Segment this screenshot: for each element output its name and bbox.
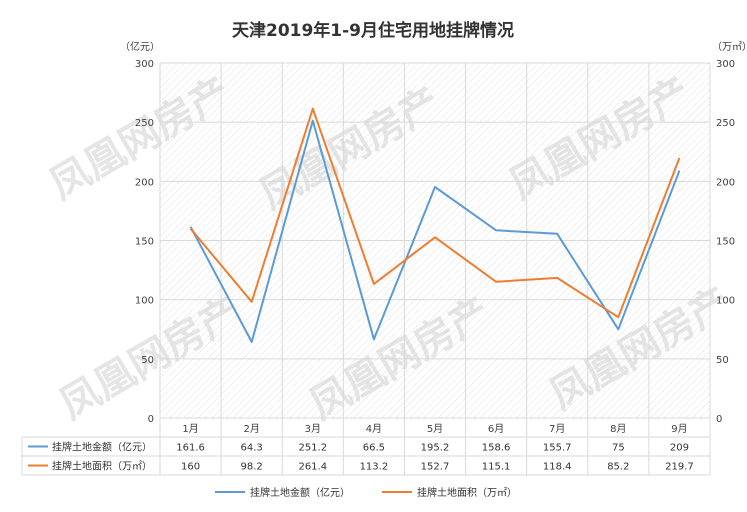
table-cell-value: 155.7 — [543, 443, 572, 454]
y-left-unit: （亿元） — [120, 40, 160, 53]
y-right-tick-label: 100 — [716, 296, 735, 307]
table-cell-value: 161.6 — [176, 443, 205, 454]
table-cell-value: 115.1 — [482, 462, 511, 473]
table-cell-value: 209 — [670, 443, 689, 454]
table-cell-value: 160 — [181, 462, 200, 473]
y-left-tick-label: 0 — [148, 414, 154, 425]
table-row-header: 挂牌土地金额（亿元） — [52, 441, 152, 454]
x-category-label: 7月 — [549, 423, 565, 435]
chart-title: 天津2019年1-9月住宅用地挂牌情况 — [232, 20, 514, 41]
y-left-tick-label: 300 — [135, 59, 154, 70]
table-cell-value: 118.4 — [543, 462, 572, 473]
table-cell-value: 219.7 — [665, 462, 694, 473]
x-category-label: 2月 — [243, 423, 259, 435]
series-lines — [189, 107, 681, 343]
table-cell-value: 251.2 — [298, 443, 327, 454]
y-right-tick-label: 250 — [716, 118, 735, 129]
table-row-header: 挂牌土地面积（万㎡） — [52, 460, 152, 473]
y-left-tick-label: 150 — [135, 237, 154, 248]
x-category-label: 8月 — [610, 423, 626, 435]
legend-label-series2: 挂牌土地面积（万㎡） — [417, 486, 517, 499]
y-left-tick-label: 50 — [141, 355, 154, 366]
table-cell-value: 64.3 — [241, 443, 263, 454]
x-category-label: 5月 — [427, 423, 443, 435]
table-cell-value: 152.7 — [421, 462, 450, 473]
y-left-tick-label: 200 — [135, 177, 154, 188]
table-cell-value: 75 — [612, 443, 625, 454]
series-line-2 — [189, 107, 681, 319]
table-cell-value: 158.6 — [482, 443, 511, 454]
table-cell-value: 98.2 — [241, 462, 263, 473]
y-right-tick-label: 0 — [716, 414, 722, 425]
legend: 挂牌土地金额（亿元） 挂牌土地面积（万㎡） — [215, 486, 517, 499]
y-left-tick-label: 250 — [135, 118, 154, 129]
x-category-label: 1月 — [182, 423, 198, 435]
y-right-tick-label: 200 — [716, 177, 735, 188]
x-category-label: 4月 — [366, 423, 382, 435]
y-right-tick-label: 300 — [716, 59, 735, 70]
table-cell-value: 113.2 — [360, 462, 389, 473]
table-cell-value: 195.2 — [421, 443, 450, 454]
x-category-label: 9月 — [671, 423, 687, 435]
table-cell-value: 85.2 — [607, 462, 629, 473]
x-category-label: 6月 — [488, 423, 504, 435]
table-cell-value: 261.4 — [298, 462, 327, 473]
y-right-tick-label: 150 — [716, 237, 735, 248]
y-right-tick-label: 50 — [716, 355, 729, 366]
y-left-tick-label: 100 — [135, 296, 154, 307]
y-right-unit: （万㎡） — [712, 41, 747, 53]
x-category-label: 3月 — [305, 423, 321, 435]
series-line-1 — [189, 119, 681, 343]
legend-label-series1: 挂牌土地金额（亿元） — [250, 486, 350, 499]
tick-layer: 0 0 50 50 100 100 150 150 200 200 250 250 300 300 — [135, 59, 735, 425]
table-cell-value: 66.5 — [363, 443, 385, 454]
